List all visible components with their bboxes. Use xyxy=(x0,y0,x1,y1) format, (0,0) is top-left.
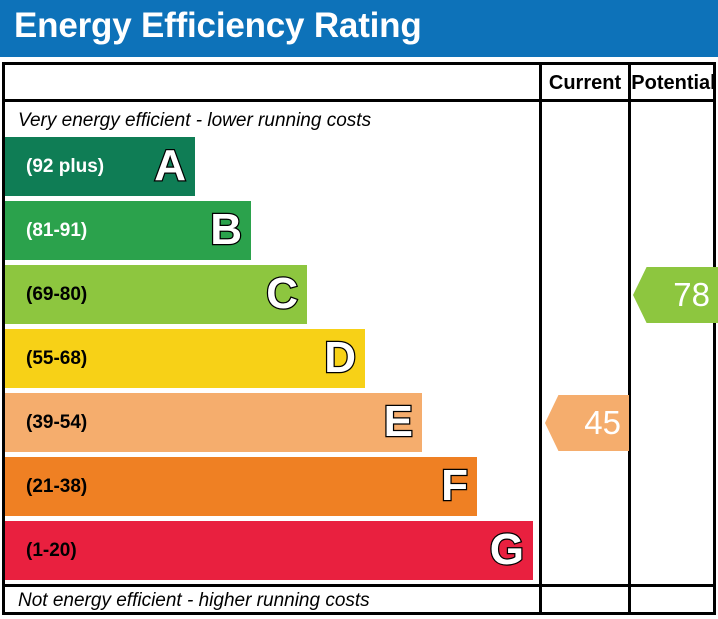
current-column-divider xyxy=(539,62,542,615)
column-header-current: Current xyxy=(548,72,622,94)
potential-column-divider xyxy=(628,62,631,615)
band-letter-e: E xyxy=(382,396,414,448)
rating-band-d: (55-68) D xyxy=(5,329,365,388)
caption-top: Very energy efficient - lower running co… xyxy=(18,110,372,131)
page-title: Energy Efficiency Rating xyxy=(14,6,422,45)
rating-band-f: (21-38) F xyxy=(5,457,477,516)
rating-band-a: (92 plus) A xyxy=(5,137,195,196)
current-rating-value: 45 xyxy=(584,404,621,441)
band-letter-g: G xyxy=(489,524,526,576)
band-range-label: (21-38) xyxy=(26,476,88,497)
rating-band-g: (1-20) G xyxy=(5,521,533,580)
band-range-label: (1-20) xyxy=(26,540,77,561)
band-range-label: (55-68) xyxy=(26,348,88,369)
band-letter-a: A xyxy=(153,140,187,192)
potential-rating-arrow: 78 xyxy=(633,267,718,323)
rating-band-b: (81-91) B xyxy=(5,201,251,260)
chart-title-band: Energy Efficiency Rating xyxy=(0,0,718,57)
band-letter-d: D xyxy=(323,332,357,384)
header-divider xyxy=(2,99,716,102)
band-letter-f: F xyxy=(440,460,469,512)
rating-band-c: (69-80) C xyxy=(5,265,307,324)
current-rating-arrow: 45 xyxy=(545,395,629,451)
rating-band-e: (39-54) E xyxy=(5,393,422,452)
band-letter-b: B xyxy=(209,204,243,256)
band-range-label: (81-91) xyxy=(26,220,88,241)
column-header-potential: Potential xyxy=(631,72,716,94)
chart-table-frame xyxy=(2,62,716,615)
band-letter-c: C xyxy=(265,268,299,320)
footer-divider xyxy=(2,584,716,587)
band-range-label: (69-80) xyxy=(26,284,88,305)
band-range-label: (39-54) xyxy=(26,412,88,433)
potential-rating-value: 78 xyxy=(673,276,710,313)
band-range-label: (92 plus) xyxy=(26,156,105,177)
caption-bottom: Not energy efficient - higher running co… xyxy=(18,590,370,611)
